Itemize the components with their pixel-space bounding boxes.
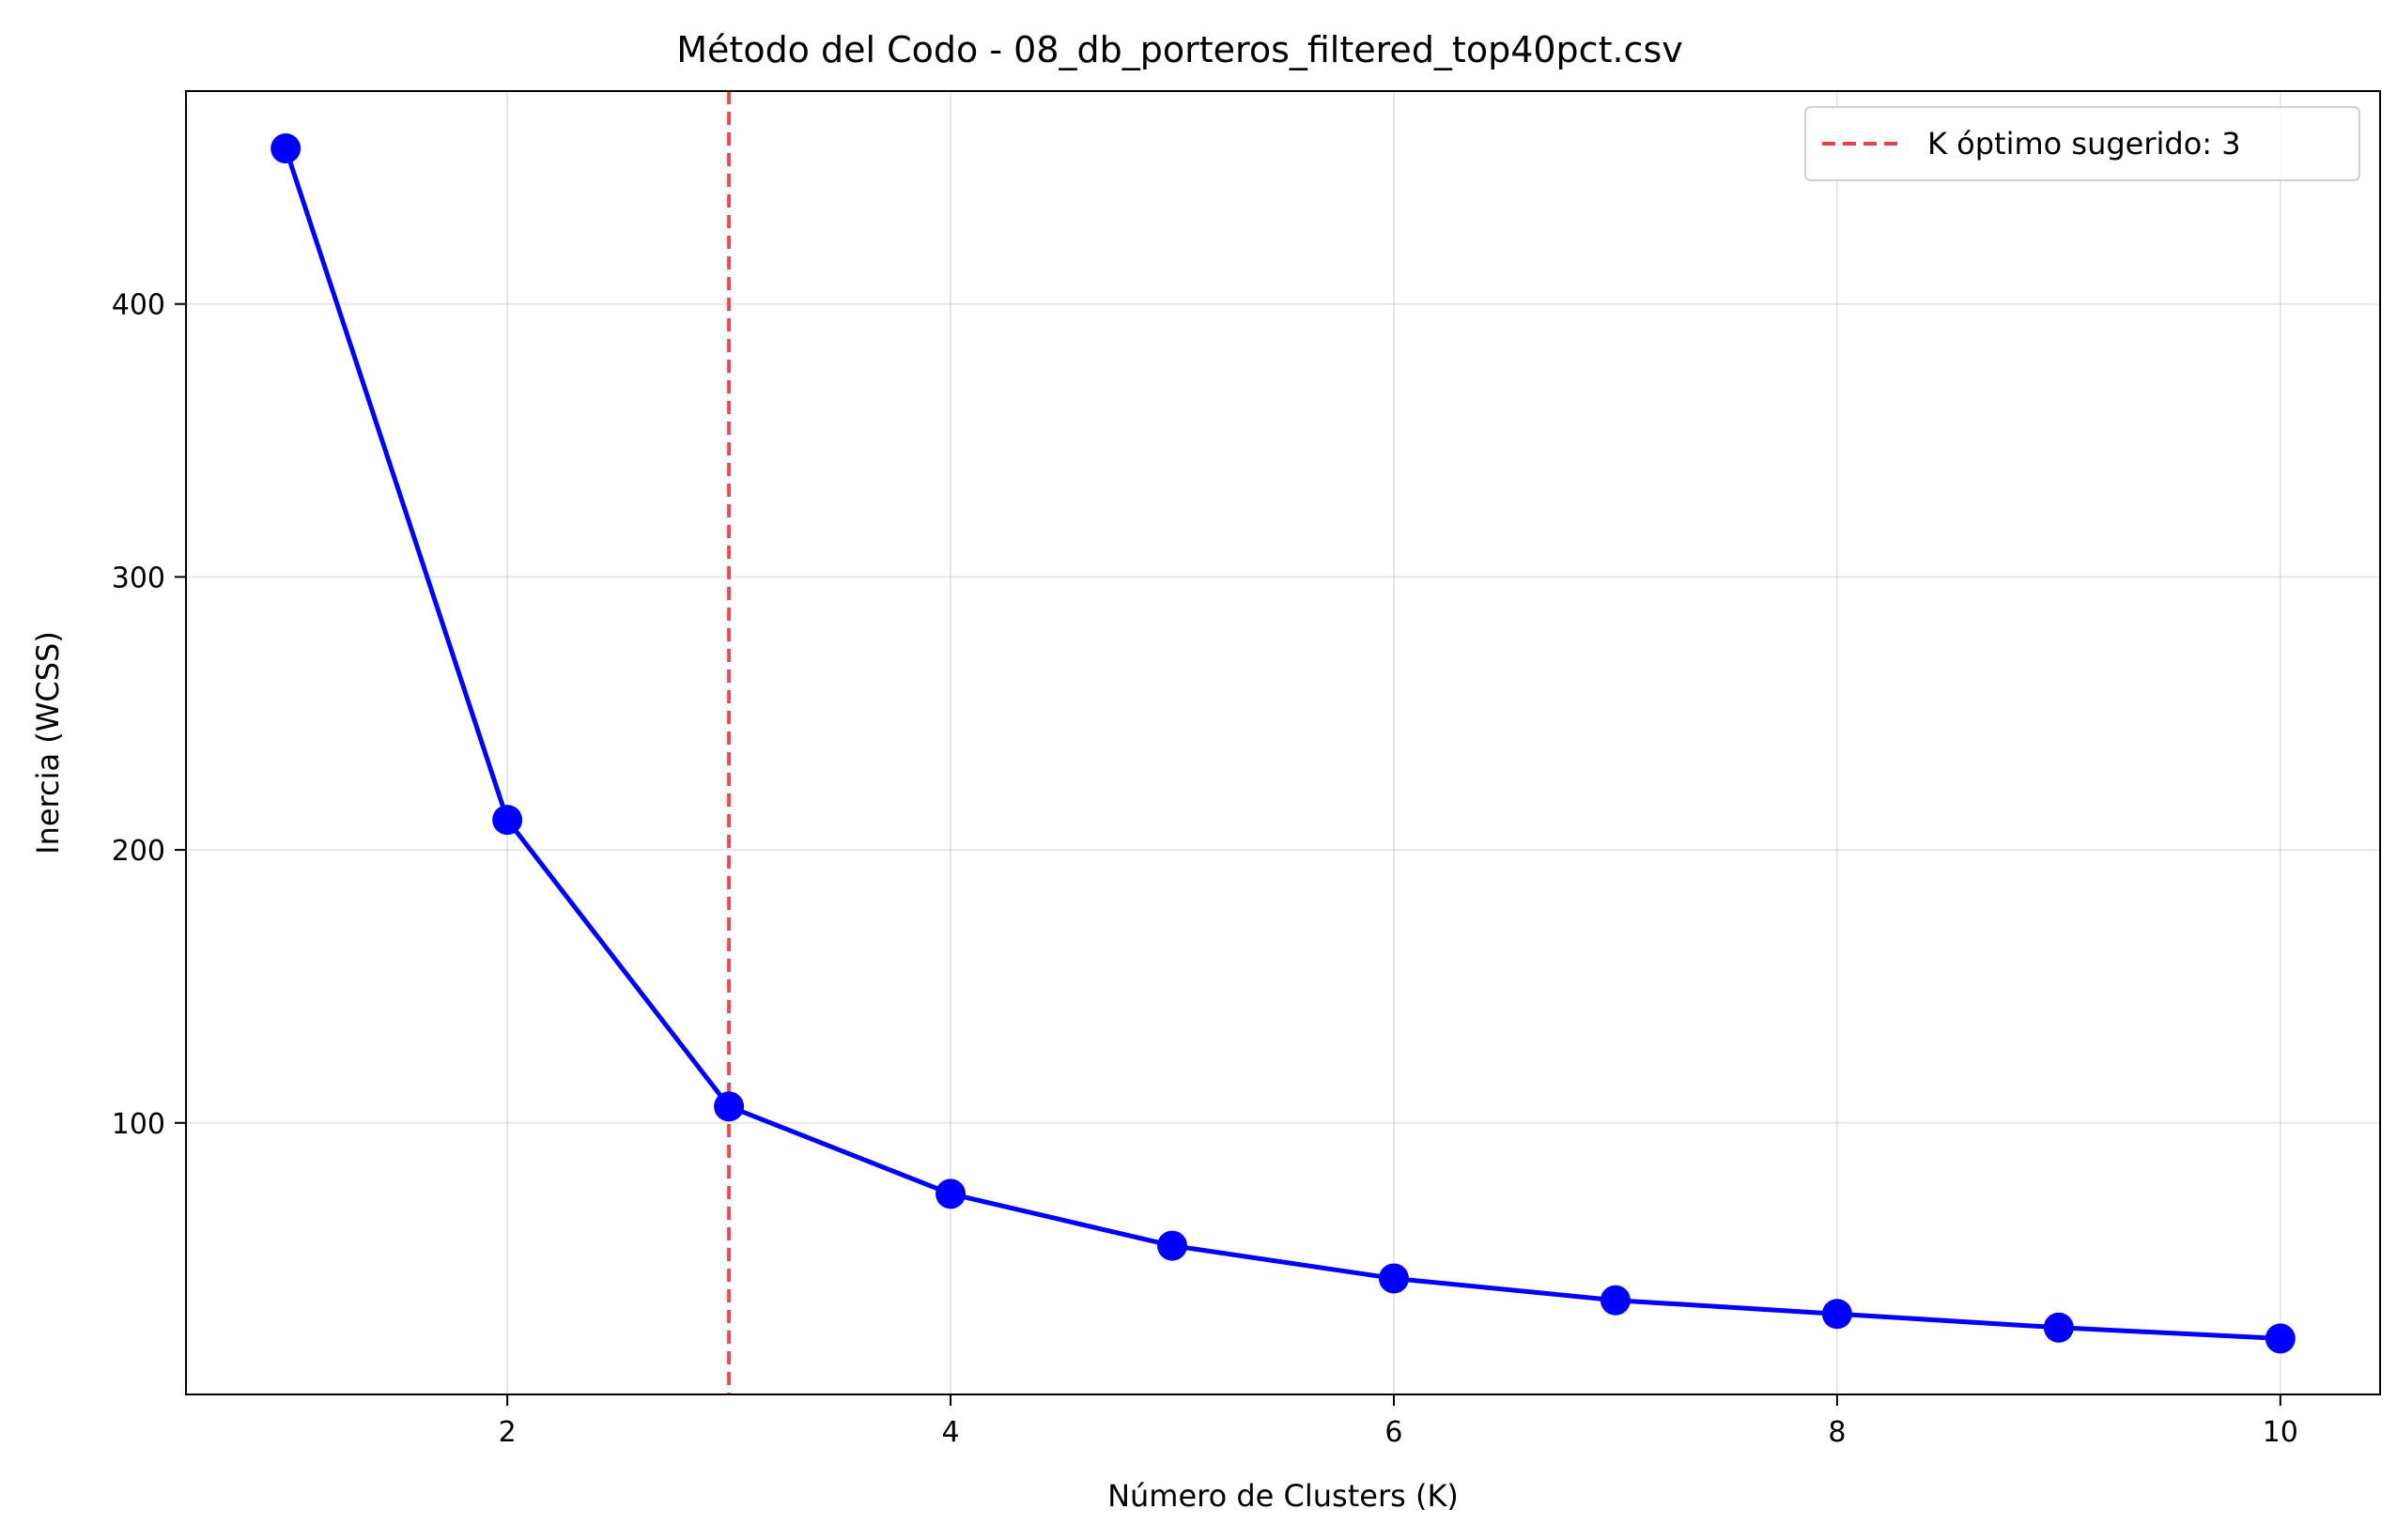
y-tick-label: 100 [112, 1108, 165, 1141]
data-point [271, 133, 302, 164]
chart-title: Método del Codo - 08_db_porteros_filtere… [676, 29, 1682, 70]
series-group [271, 133, 2296, 1354]
x-axis-label: Número de Clusters (K) [1107, 1478, 1459, 1514]
legend-box [1804, 106, 2360, 181]
grid-lines [186, 91, 2380, 1394]
y-ticks: 100 200 300 400 [112, 289, 186, 1141]
data-point [1378, 1263, 1409, 1294]
legend-entry-reference: K óptimo sugerido: 3 [1927, 126, 2241, 162]
data-point [2043, 1312, 2074, 1343]
plot-frame [185, 90, 2381, 1395]
y-tick-label: 200 [112, 835, 165, 868]
x-ticks: 2 4 6 8 10 [499, 1394, 2298, 1449]
data-point [1600, 1285, 1631, 1316]
data-point [2265, 1323, 2296, 1354]
x-tick-label: 2 [499, 1416, 517, 1449]
data-point [492, 805, 523, 836]
data-point [936, 1178, 967, 1209]
legend: K óptimo sugerido: 3 [1804, 106, 2360, 181]
x-tick-label: 6 [1384, 1416, 1402, 1449]
x-tick-label: 4 [942, 1416, 960, 1449]
y-axis-label: Inercia (WCSS) [30, 631, 66, 855]
y-tick-label: 400 [112, 289, 165, 322]
data-point [714, 1091, 745, 1122]
x-tick-label: 10 [2263, 1416, 2298, 1449]
x-tick-label: 8 [1828, 1416, 1846, 1449]
data-point [1821, 1299, 1852, 1330]
data-point [1157, 1230, 1188, 1261]
series-line [283, 147, 2281, 1341]
y-tick-label: 300 [112, 562, 165, 594]
